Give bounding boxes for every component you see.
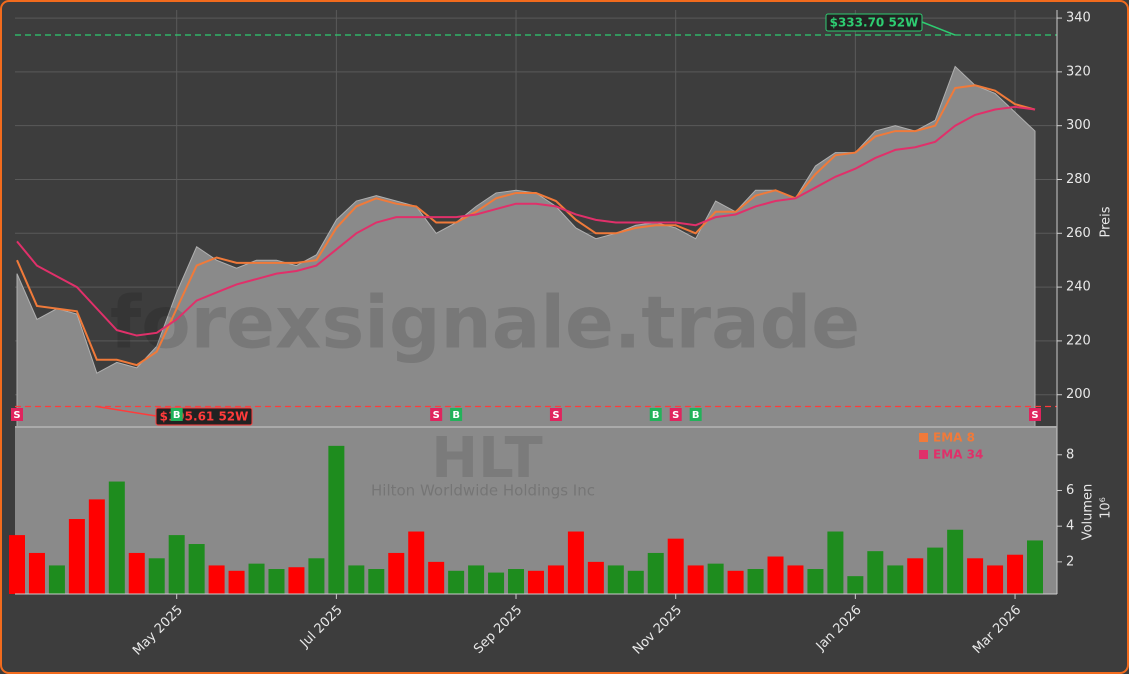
volume-bar [727,570,744,594]
signal-label: B [452,410,460,421]
volume-bar [348,565,365,594]
legend-label: EMA 8 [933,431,975,445]
volume-bar [827,531,844,594]
volume-bar [787,565,804,594]
volume-bar [907,558,924,594]
ticker-watermark: HLT [431,426,542,491]
volume-bar [867,551,884,594]
y-axis-label: Preis [1099,206,1114,237]
volume-bar [9,535,25,594]
volume-bar [68,519,85,594]
signal-label: B [173,410,181,421]
signal-marker [549,408,562,421]
volume-bar [747,569,764,594]
signal-label: S [1031,410,1038,421]
signal-marker [11,408,23,421]
volume-bar [488,572,505,594]
volume-bar [887,565,904,594]
y-tick-label: 260 [1066,226,1091,241]
high-arrow [921,21,956,36]
signal-label: S [672,410,679,421]
y-tick-label: 6 [1066,483,1074,498]
volume-bar [388,552,405,594]
y-tick-label: 200 [1066,387,1091,402]
volume-scale-label: 10⁶ [1099,497,1114,519]
ema-line [16,105,1036,337]
volume-bar [128,552,145,594]
volume-bar [188,544,205,594]
company-watermark: Hilton Worldwide Holdings Inc [371,482,595,500]
volume-bar [148,558,165,594]
volume-bar [527,570,544,594]
y-tick-label: 220 [1066,333,1091,348]
volume-bar [308,558,325,594]
signal-marker [430,408,443,421]
y-tick-label: 4 [1066,519,1074,534]
watermark: forexsignale.trade [110,281,860,365]
volume-bar [927,547,944,594]
y-tick-label: 280 [1066,172,1091,187]
signal-marker [1029,408,1041,421]
y-tick-label: 240 [1066,280,1091,295]
volume-bar [607,565,624,594]
y-tick-label: 300 [1066,118,1091,133]
legend-swatch [919,450,928,459]
volume-bar [328,445,345,594]
legend-swatch [919,433,928,442]
y-tick-label: 8 [1066,447,1074,462]
volume-bar [428,561,445,594]
volume-bar [1027,540,1043,594]
volume-bar [208,565,225,594]
signal-marker [689,408,702,421]
volume-bar [48,565,65,594]
volume-bar [408,531,425,594]
volume-bar [1007,554,1024,594]
volume-bar [567,531,584,594]
signal-label: S [552,410,559,421]
volume-bar [667,538,684,594]
volume-bar [228,570,245,594]
volume-bar [947,529,964,594]
volume-axis-label: Volumen [1081,484,1096,541]
volume-bar [448,570,465,594]
y-tick-label: 340 [1066,11,1091,26]
y-tick-label: 2 [1066,554,1074,569]
volume-bar [647,552,664,594]
signal-label: B [692,410,700,421]
volume-bar [508,569,525,594]
legend-label: EMA 34 [933,448,983,462]
signal-marker [669,408,682,421]
volume-bar [88,499,105,594]
volume-bar [587,561,604,594]
signal-marker [649,408,662,421]
volume-bar [268,569,285,594]
volume-bar [368,569,385,594]
signal-label: B [652,410,660,421]
volume-bar [987,565,1004,594]
signal-marker [450,408,463,421]
high-label-box [825,13,923,32]
y-tick-label: 320 [1066,64,1091,79]
volume-bar [547,565,564,594]
volume-bar [847,576,864,594]
signal-label: S [13,410,20,421]
volume-bar [288,567,305,594]
volume-bar [28,552,45,594]
volume-bar [967,558,984,594]
volume-bar [767,556,784,594]
volume-bar [687,565,704,594]
volume-bar [168,535,185,594]
volume-bar [627,570,644,594]
ema-line [16,84,1036,367]
volume-bar [108,481,125,594]
volume-bar [248,563,265,594]
signal-marker [170,408,183,421]
high-label: $333.70 52W [830,16,919,30]
volume-bar [468,565,485,594]
low-arrow [96,405,157,417]
volume-bar [707,563,724,594]
volume-bar [807,569,824,594]
signal-label: S [433,410,440,421]
